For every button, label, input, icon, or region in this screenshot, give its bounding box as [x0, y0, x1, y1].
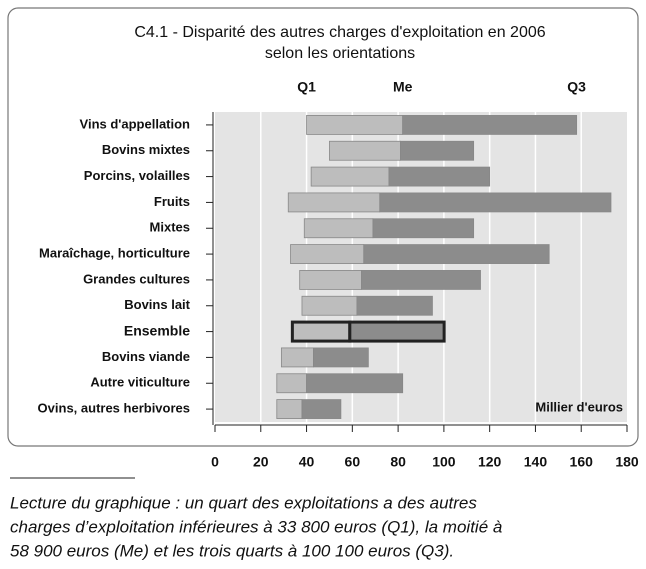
- lower-box: [290, 244, 365, 264]
- x-tick-label: 60: [345, 454, 361, 470]
- upper-box: [348, 320, 446, 343]
- x-tick-label: 80: [390, 454, 406, 470]
- category-label: Mixtes: [150, 220, 190, 235]
- lower-box: [303, 218, 374, 239]
- upper-box: [361, 270, 481, 290]
- upper-box: [301, 399, 342, 419]
- chart-title: selon les orientations: [265, 45, 415, 62]
- upper-box: [388, 166, 491, 187]
- lower-box: [280, 347, 314, 368]
- category-label: Bovins mixtes: [102, 142, 190, 157]
- x-tick-label: 20: [253, 454, 269, 470]
- unit-label: Millier d'euros: [535, 399, 623, 414]
- category-label: Autre viticulture: [90, 375, 190, 390]
- category-label: Ovins, autres herbivores: [38, 401, 190, 416]
- x-tick-label: 100: [432, 454, 456, 470]
- upper-box: [313, 347, 369, 368]
- upper-box: [306, 373, 404, 394]
- upper-box: [399, 140, 475, 161]
- category-label: Porcins, volailles: [84, 168, 190, 183]
- caption: 58 900 euros (Me) et les trois quarts à …: [10, 541, 454, 560]
- lower-box: [276, 373, 307, 394]
- lower-box: [310, 166, 390, 187]
- lower-box: [290, 320, 352, 343]
- category-label: Bovins viande: [102, 349, 190, 364]
- series-header: Q3: [567, 79, 586, 95]
- upper-box: [379, 192, 612, 213]
- plot-background: [215, 112, 627, 422]
- x-tick-label: 0: [211, 454, 219, 470]
- chart-title: C4.1 - Disparité des autres charges d'ex…: [134, 24, 545, 41]
- x-tick-label: 160: [570, 454, 594, 470]
- category-label: Bovins lait: [124, 297, 190, 312]
- lower-box: [301, 295, 358, 316]
- caption: Lecture du graphique : un quart des expl…: [10, 493, 477, 512]
- x-tick-label: 180: [615, 454, 639, 470]
- upper-box: [356, 295, 433, 316]
- lower-box: [329, 140, 401, 161]
- lower-box: [287, 192, 381, 213]
- series-header: Me: [393, 79, 413, 95]
- upper-box: [372, 218, 475, 239]
- category-label: Vins d'appellation: [80, 116, 191, 131]
- lower-box: [306, 115, 404, 135]
- caption: charges d’exploitation inférieures à 33 …: [10, 517, 502, 536]
- lower-box: [276, 399, 303, 419]
- x-tick-label: 140: [524, 454, 548, 470]
- category-label: Grandes cultures: [83, 271, 190, 286]
- x-tick-label: 40: [299, 454, 315, 470]
- series-header: Q1: [297, 79, 316, 95]
- lower-box: [299, 270, 362, 290]
- category-label: Maraîchage, horticulture: [39, 246, 190, 261]
- upper-box: [363, 244, 550, 264]
- upper-box: [402, 115, 578, 135]
- x-tick-label: 120: [478, 454, 502, 470]
- category-label: Ensemble: [124, 322, 190, 338]
- category-label: Fruits: [154, 194, 190, 209]
